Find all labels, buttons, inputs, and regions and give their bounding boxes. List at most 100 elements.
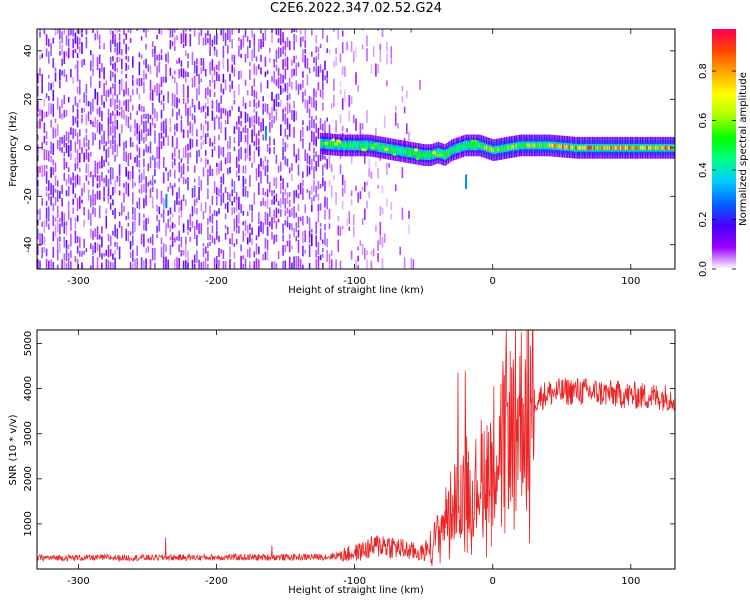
spectrogram-cell xyxy=(262,188,264,195)
spectrogram-signal-cell xyxy=(353,142,355,148)
spectrogram-cell xyxy=(339,89,342,95)
spectrogram-signal-cell xyxy=(533,143,536,148)
spectrogram-cell xyxy=(337,215,340,222)
spectrogram-cell xyxy=(273,261,275,269)
spectrogram-cell xyxy=(193,178,196,183)
spectrogram-cell xyxy=(253,98,256,108)
spectrogram-cell xyxy=(207,251,209,261)
spectrogram-cell xyxy=(330,103,333,109)
spectrogram-cell xyxy=(218,102,220,113)
spectrogram-cell xyxy=(286,117,289,130)
spectrogram-cell xyxy=(333,61,335,68)
spectrogram-cell xyxy=(220,194,222,206)
spectrogram-cell xyxy=(271,190,273,197)
spectrogram-cell xyxy=(390,201,393,211)
spectrogram-cell xyxy=(76,120,79,128)
spectrogram-cell xyxy=(151,102,154,115)
spectrogram-cell xyxy=(160,237,163,245)
spectrogram-cell xyxy=(174,36,176,46)
spectrogram-cell xyxy=(176,111,178,121)
spectrogram-cell xyxy=(85,142,88,147)
spectrogram-cell xyxy=(231,64,233,73)
spectrogram-cell xyxy=(147,246,150,253)
spectrogram-cell xyxy=(339,53,342,63)
spectrogram-cell xyxy=(112,253,114,260)
colorbar-tick-label: 0.2 xyxy=(698,212,709,228)
spectrogram-cell xyxy=(140,77,143,86)
spectrogram-cell xyxy=(246,145,249,159)
spectrogram-cell xyxy=(81,188,83,197)
spectrogram-cell xyxy=(244,53,247,63)
spectrogram-cell xyxy=(118,33,121,41)
spectrogram-cell xyxy=(238,225,240,234)
spectrogram-cell xyxy=(264,251,267,260)
spectrogram-cell xyxy=(308,263,311,269)
spectrogram-cell xyxy=(123,205,125,213)
spectrogram-cell xyxy=(253,192,256,205)
spectrogram-cell xyxy=(138,174,141,184)
spectrogram-cell xyxy=(253,78,256,87)
spectrogram-cell xyxy=(244,29,247,38)
spectrogram-cell xyxy=(322,263,324,269)
spectrogram-cell xyxy=(193,165,196,173)
spectrogram-cell xyxy=(143,113,145,119)
spectrogram-cell xyxy=(178,244,180,253)
spectrogram-cell xyxy=(346,128,348,133)
spectrogram-signal-cell xyxy=(442,152,445,157)
spectrogram-cell xyxy=(299,29,302,35)
spectrogram-cell xyxy=(94,228,96,237)
spectrogram-signal-cell xyxy=(383,145,385,151)
spectrogram-cell xyxy=(160,100,163,105)
spectrogram-cell xyxy=(151,117,154,126)
spectrogram-cell xyxy=(180,33,183,44)
spectrogram-cell xyxy=(284,41,287,51)
spectrogram-cell xyxy=(134,119,136,129)
spectrogram-cell xyxy=(302,215,304,226)
spectrogram-signal-cell xyxy=(519,143,521,148)
spectrogram-cell xyxy=(109,56,112,66)
spectrogram-cell xyxy=(112,230,114,236)
spectrogram-cell xyxy=(171,185,174,196)
spectrogram-signal-cell xyxy=(512,144,514,149)
spectrogram-cell xyxy=(154,157,156,169)
spectrogram-cell xyxy=(147,163,150,172)
spectrogram-cell xyxy=(262,33,264,41)
spectrogram-cell xyxy=(379,235,382,245)
spectrogram-cell xyxy=(317,154,320,167)
spectrogram-cell xyxy=(299,258,302,269)
spectrogram-cell xyxy=(313,66,315,72)
spectrogram-cell xyxy=(253,46,256,58)
spectrogram-cell xyxy=(70,69,72,78)
spectrogram-signal-cell xyxy=(615,145,617,150)
spectrogram-cell xyxy=(169,236,172,241)
spectrogram-cell xyxy=(156,161,158,168)
spectrogram-cell xyxy=(187,98,189,104)
spectrogram-cell xyxy=(200,78,203,83)
spectrogram-cell xyxy=(134,157,136,163)
spectrogram-cell xyxy=(107,178,110,189)
spectrogram-signal-blob xyxy=(370,146,376,150)
spectrogram-cell xyxy=(277,208,280,214)
spectrogram-cell xyxy=(280,85,282,95)
spectrogram-cell xyxy=(94,117,96,128)
spectrogram-cell xyxy=(308,119,311,131)
spectrogram-cell xyxy=(151,234,154,246)
spectrogram-cell xyxy=(182,97,185,104)
spectrogram-cell xyxy=(264,211,267,225)
spectrogram-cell xyxy=(207,242,209,248)
spectrogram-signal-cell xyxy=(638,145,640,150)
spectrogram-cell xyxy=(240,39,242,50)
spectrogram-cell xyxy=(74,141,77,153)
spectrogram-cell xyxy=(169,126,172,132)
spectrogram-cell xyxy=(143,158,145,168)
spectrogram-cell xyxy=(196,219,198,230)
spectrogram-cell xyxy=(308,217,311,231)
spectrogram-cell xyxy=(251,115,253,127)
spectrogram-signal-cell xyxy=(656,145,658,150)
spectrogram-cell xyxy=(96,56,99,71)
spectrogram-cell xyxy=(196,88,198,101)
spectrogram-cell xyxy=(211,142,214,147)
spectrogram-cell xyxy=(284,113,287,125)
spectrogram-cell xyxy=(125,33,127,40)
spectrogram-cell xyxy=(403,106,406,114)
